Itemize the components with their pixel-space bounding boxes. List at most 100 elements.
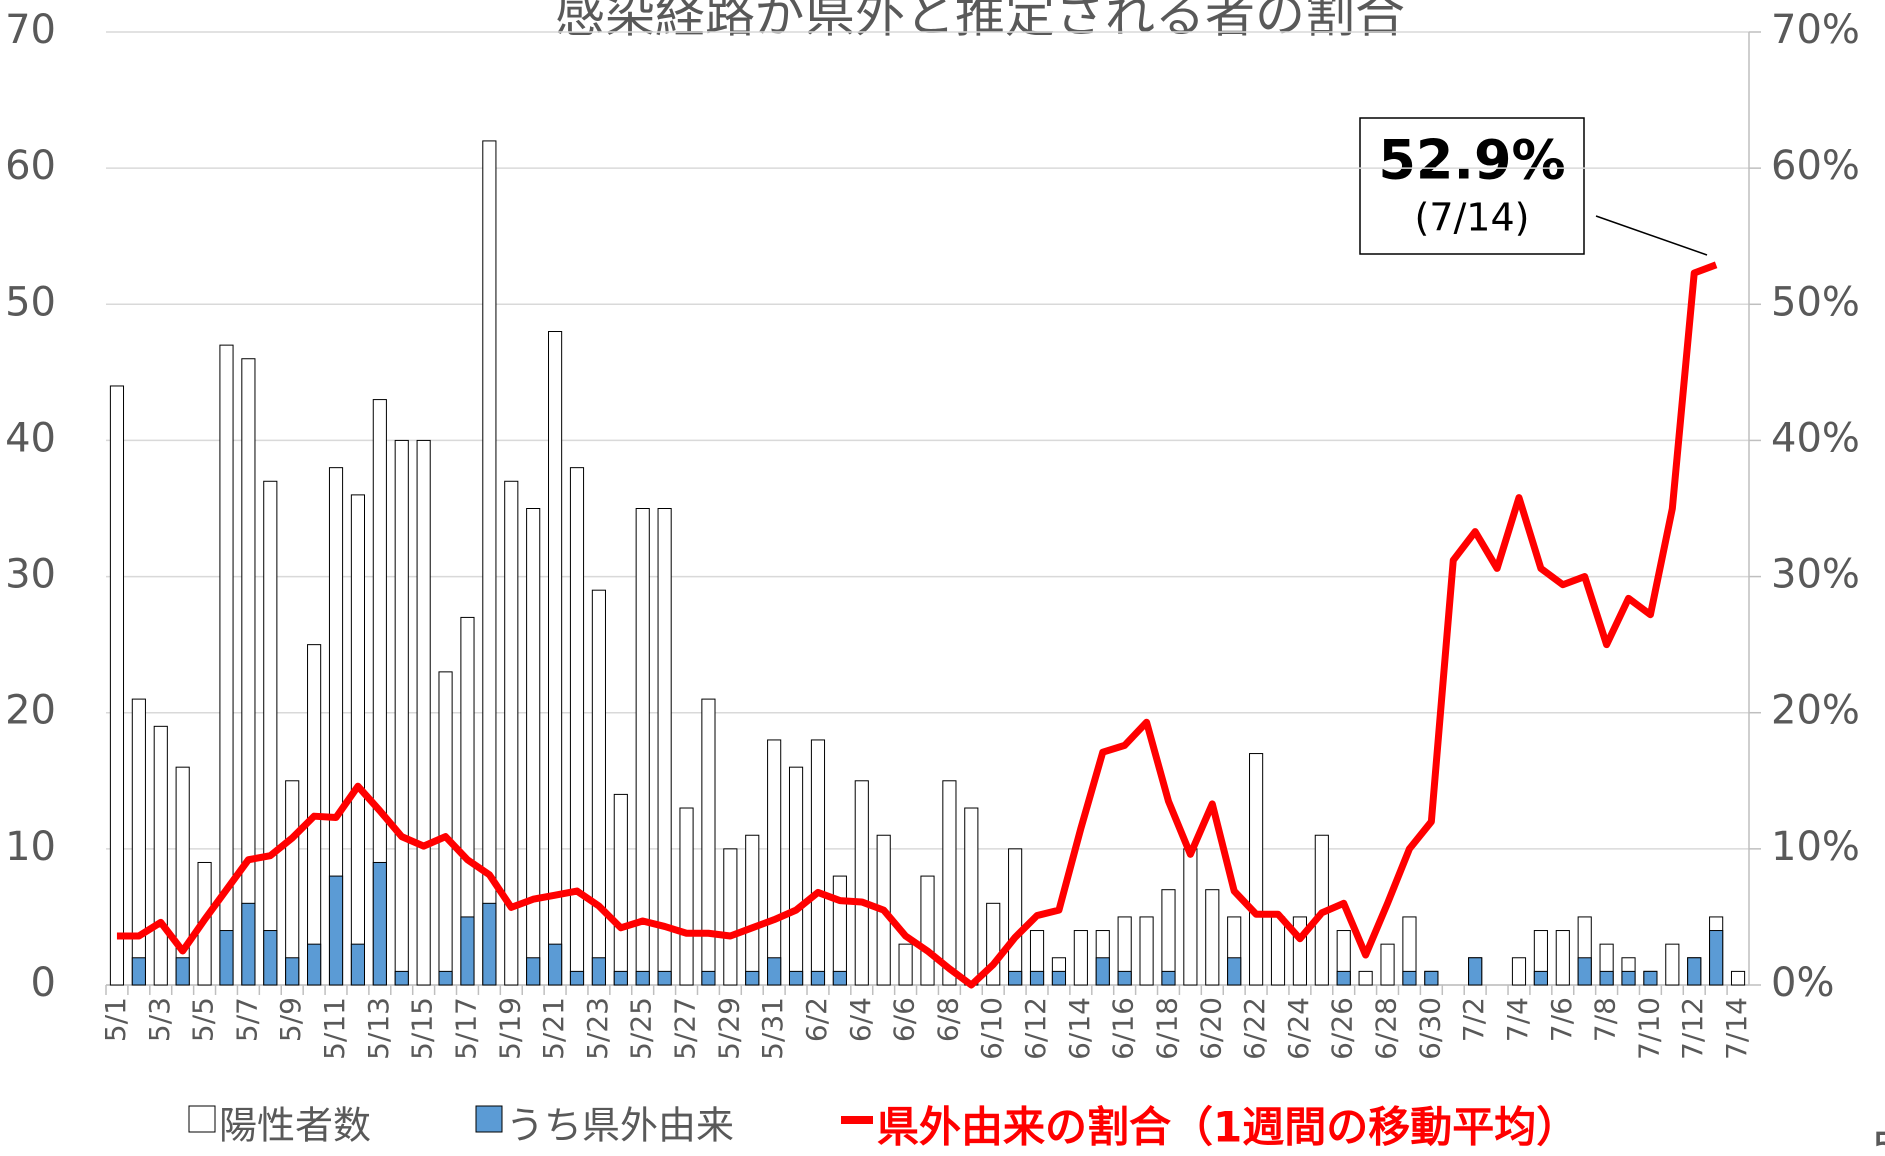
y2-tick-label: 40%	[1771, 415, 1860, 461]
bar	[372, 861, 387, 986]
x-tick-label: 5/9	[274, 997, 307, 1042]
bar	[1358, 970, 1373, 986]
bar	[832, 875, 847, 986]
bar	[1599, 970, 1614, 986]
bar	[1577, 957, 1592, 986]
x-tick-label: 5/15	[406, 997, 439, 1060]
bar	[526, 508, 541, 986]
bar	[1270, 916, 1286, 986]
bar	[394, 970, 409, 986]
bar	[438, 671, 453, 986]
x-tick-label: 7/4	[1501, 997, 1534, 1042]
y2-tick-label: 70%	[1771, 7, 1860, 53]
bar	[745, 834, 760, 986]
x-tick-label: 6/20	[1194, 997, 1227, 1060]
bar	[613, 970, 628, 986]
annotation-date: (7/14)	[1415, 196, 1530, 240]
bar	[1161, 970, 1176, 986]
x-tick-label: 7/6	[1545, 997, 1578, 1042]
x-tick-label: 6/4	[844, 997, 877, 1042]
x-tick-label: 6/12	[1019, 997, 1052, 1060]
bar	[1073, 930, 1088, 986]
x-tick-label: 7/2	[1457, 997, 1490, 1042]
bar	[657, 970, 672, 986]
bar	[482, 902, 497, 986]
bar	[1029, 970, 1045, 986]
bar	[328, 875, 344, 986]
x-tick-label: 6/30	[1413, 997, 1446, 1060]
x-tick-label: 5/7	[230, 997, 263, 1042]
bar	[1380, 943, 1395, 986]
bar	[438, 970, 453, 986]
y2-tick-label: 50%	[1771, 279, 1860, 325]
x-tick-label: 5/25	[625, 997, 658, 1060]
bar	[548, 331, 563, 986]
page-number: 5	[1872, 1125, 1885, 1156]
x-tick-label: 7/8	[1589, 997, 1622, 1042]
bar	[1139, 916, 1154, 986]
bar	[1687, 957, 1702, 986]
bar	[1643, 970, 1658, 986]
bar	[591, 589, 606, 986]
bar	[613, 793, 628, 986]
legend-swatch	[188, 1105, 216, 1133]
bar	[394, 439, 409, 986]
bar	[1533, 970, 1548, 986]
bar	[854, 780, 869, 986]
bar	[745, 970, 760, 986]
y2-tick-label: 60%	[1771, 143, 1860, 189]
y-tick-label: 60	[5, 143, 56, 189]
x-tick-label: 6/10	[975, 997, 1008, 1060]
bar	[591, 957, 606, 986]
x-tick-label: 6/18	[1150, 997, 1183, 1060]
line-series	[116, 261, 1718, 989]
legend-label: 陽性者数	[219, 1104, 371, 1148]
y2-tick-label: 30%	[1771, 552, 1860, 598]
bar	[285, 780, 300, 986]
x-tick-label: 5/21	[537, 997, 570, 1060]
bar	[153, 725, 168, 986]
bar	[635, 970, 650, 986]
x-tick-label: 7/12	[1676, 997, 1709, 1060]
bar	[219, 930, 234, 986]
bar	[701, 698, 716, 986]
x-tick-label: 5/23	[581, 997, 614, 1060]
bar	[504, 480, 519, 986]
bar	[482, 140, 497, 986]
bar	[548, 943, 563, 986]
bar	[569, 467, 585, 986]
x-tick-label: 6/28	[1370, 997, 1403, 1060]
bar	[723, 848, 738, 986]
bar	[1665, 943, 1680, 986]
bar	[810, 970, 826, 986]
x-tick-label: 5/31	[756, 997, 789, 1060]
bar	[767, 957, 782, 986]
chart-title: 感染経路が県外と推定される者の割合	[555, 0, 1405, 44]
legend-label: 県外由来の割合（1週間の移動平均）	[877, 1103, 1578, 1152]
bar	[526, 957, 541, 986]
x-tick-label: 7/10	[1632, 997, 1665, 1060]
bar	[1008, 970, 1023, 986]
x-tick-label: 5/19	[493, 997, 526, 1060]
bar	[1008, 848, 1023, 986]
bar	[964, 807, 979, 986]
x-tick-label: 6/22	[1238, 997, 1271, 1060]
bar	[657, 508, 672, 986]
bar	[1336, 970, 1351, 986]
x-tick-label: 7/14	[1720, 997, 1753, 1060]
annotation-box	[1359, 117, 1585, 255]
bar	[569, 970, 585, 986]
bar	[635, 508, 650, 986]
bar	[263, 480, 278, 986]
bar	[263, 930, 278, 986]
y-tick-label: 70	[5, 7, 56, 53]
bar	[350, 494, 365, 986]
bar	[1730, 970, 1746, 986]
bar	[1161, 889, 1176, 986]
x-tick-label: 5/17	[449, 997, 482, 1060]
bar	[788, 970, 804, 986]
bar	[1249, 753, 1264, 986]
y-tick-label: 20	[5, 688, 56, 734]
x-tick-label: 6/24	[1282, 997, 1315, 1060]
